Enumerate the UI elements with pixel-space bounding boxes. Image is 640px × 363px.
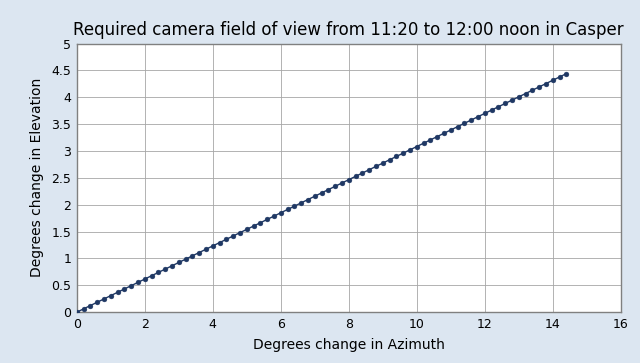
X-axis label: Degrees change in Azimuth: Degrees change in Azimuth	[253, 338, 445, 352]
Y-axis label: Degrees change in Elevation: Degrees change in Elevation	[30, 78, 44, 277]
Title: Required camera field of view from 11:20 to 12:00 noon in Casper: Required camera field of view from 11:20…	[74, 21, 624, 39]
